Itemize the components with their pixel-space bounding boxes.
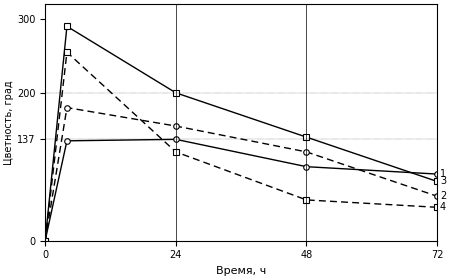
Text: 4: 4 (440, 202, 446, 212)
Text: 3: 3 (440, 176, 446, 186)
Y-axis label: Цветность, град: Цветность, град (4, 80, 14, 165)
X-axis label: Время, ч: Время, ч (216, 266, 266, 276)
Text: 2: 2 (440, 191, 446, 201)
Text: 1: 1 (440, 169, 446, 179)
